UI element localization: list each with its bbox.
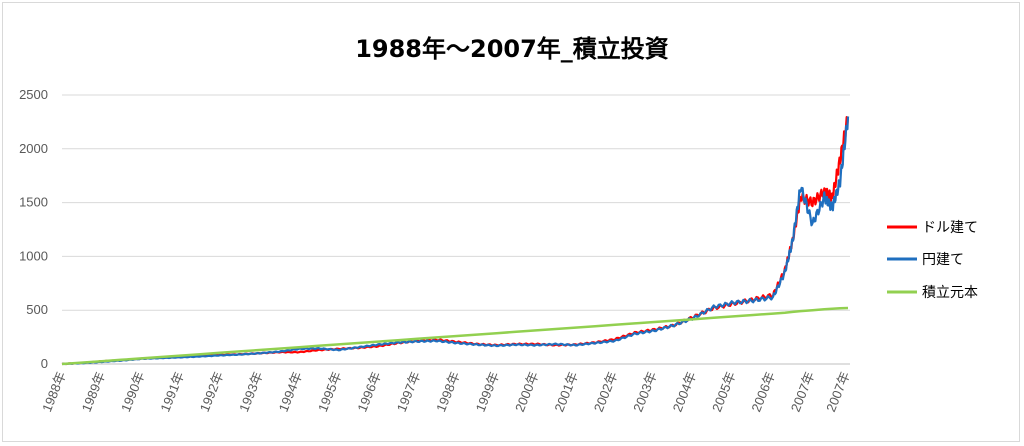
x-axis: 1988年 1989年 1990年 1991年 1992年 1993年 1994年 1995年… (39, 370, 853, 414)
x-tick-label: 2005年 (709, 370, 739, 414)
x-tick-label: 1990年 (118, 370, 148, 414)
x-tick-label: 1999年 (473, 370, 503, 414)
x-tick-label: 1996年 (354, 370, 384, 414)
x-tick-label: 2003年 (630, 370, 660, 414)
x-tick-label: 1993年 (236, 370, 266, 414)
x-tick-label: 1989年 (79, 370, 109, 414)
y-tick-label: 1000 (19, 248, 48, 263)
legend-label: 積立元本 (922, 285, 978, 301)
y-tick-label: 0 (41, 356, 48, 371)
x-tick-label: 2004年 (670, 370, 700, 414)
series-line-1 (62, 116, 850, 366)
x-tick-label: 1994年 (276, 370, 306, 414)
x-tick-label: 2001年 (551, 370, 581, 414)
x-tick-label: 2000年 (512, 370, 542, 414)
x-tick-label: 1995年 (315, 370, 345, 414)
x-tick-label: 2002年 (591, 370, 621, 414)
x-tick-label: 1988年 (39, 370, 69, 414)
series-line-0 (61, 115, 850, 366)
x-tick-label: 1998年 (433, 370, 463, 414)
y-tick-label: 500 (26, 302, 48, 317)
legend-label: ドル建て (922, 220, 978, 236)
x-tick-label: 1992年 (197, 370, 227, 414)
legend-label: 円建て (922, 252, 964, 268)
y-tick-label: 2000 (19, 141, 48, 156)
x-tick-label: 1997年 (394, 370, 424, 414)
x-tick-label: 2007年 (823, 370, 853, 414)
x-tick-label: 2006年 (748, 370, 778, 414)
chart-title: 1988年～2007年_積立投資 (355, 35, 669, 63)
y-tick-label: 1500 (19, 195, 48, 210)
series-lines (61, 115, 850, 366)
series-line-2 (61, 306, 849, 366)
x-tick-label: 1991年 (157, 370, 187, 414)
y-tick-label: 2500 (19, 87, 48, 102)
y-axis: 0 500 1000 1500 2000 2500 (19, 87, 48, 371)
x-tick-label: 2007年 (788, 370, 818, 414)
gridlines (62, 94, 850, 365)
